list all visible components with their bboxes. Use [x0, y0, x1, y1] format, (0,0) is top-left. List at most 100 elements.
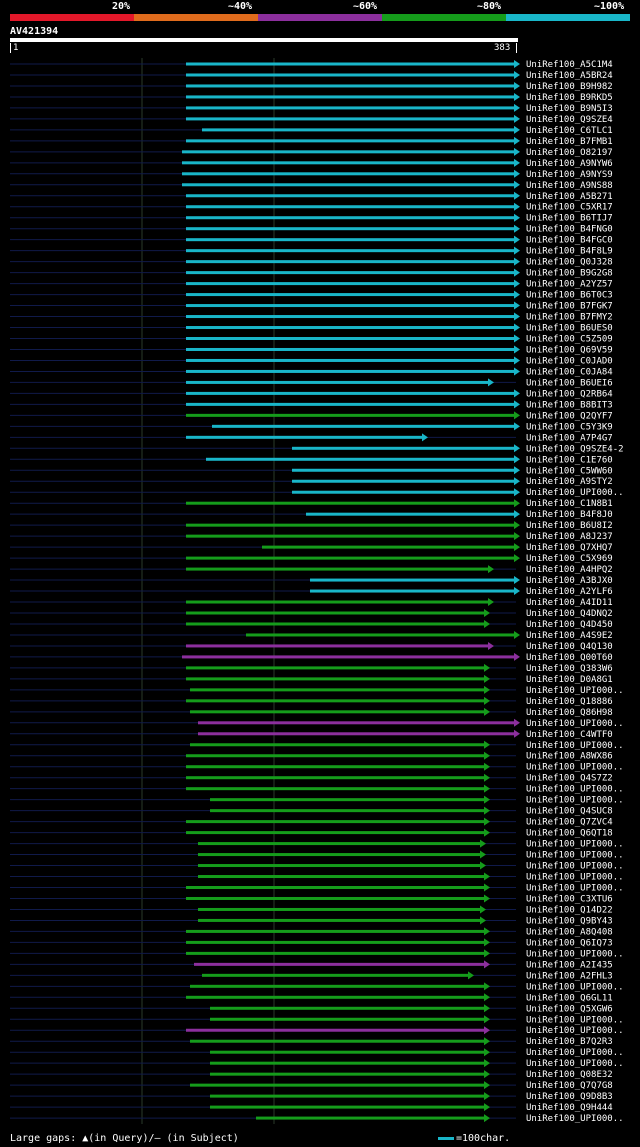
- hit-label: UniRef100_C5Y3K9: [526, 422, 613, 432]
- hit-row: UniRef100_A2FHL3: [10, 971, 613, 981]
- hit-label: UniRef100_Q9SZE4-2: [526, 444, 624, 454]
- hit-row: UniRef100_B6T0C3: [10, 290, 613, 301]
- legend-swatch-60: [258, 14, 382, 21]
- hit-bar: [186, 534, 514, 538]
- hit-arrow: [484, 1026, 490, 1035]
- hit-row: UniRef100_UPI000..: [10, 949, 624, 959]
- hit-row: UniRef100_B7FMY2: [10, 312, 613, 323]
- hit-bar: [210, 798, 484, 802]
- hit-row: UniRef100_Q6QT18: [10, 828, 613, 839]
- hit-bar: [186, 139, 514, 143]
- hit-label: UniRef100_C4WTF0: [526, 730, 613, 740]
- hit-arrow: [514, 455, 520, 464]
- hit-arrow: [514, 630, 520, 639]
- hit-label: UniRef100_A2YLF6: [526, 587, 613, 597]
- hit-bar: [202, 128, 514, 132]
- hit-bar: [190, 743, 484, 747]
- hit-row: UniRef100_A3BJX0: [10, 576, 613, 586]
- hit-label: UniRef100_UPI000..: [526, 763, 624, 773]
- hit-arrow: [422, 433, 428, 442]
- hit-row: UniRef100_B9N5I3: [10, 103, 613, 114]
- hit-bar: [186, 271, 514, 275]
- hit-row: UniRef100_B9G2G8: [10, 268, 613, 279]
- hit-label: UniRef100_Q7Q7G8: [526, 1081, 613, 1091]
- hit-label: UniRef100_UPI000..: [526, 1015, 624, 1025]
- hit-label: UniRef100_Q4D450: [526, 620, 613, 630]
- hit-bar: [186, 831, 484, 835]
- hit-row: UniRef100_Q6IQ73: [10, 938, 613, 948]
- hit-label: UniRef100_A8J237: [526, 532, 613, 542]
- hit-arrow: [514, 235, 520, 244]
- hit-bar: [186, 347, 514, 351]
- hit-label: UniRef100_B7FMB1: [526, 137, 613, 147]
- hit-bar: [186, 260, 514, 264]
- hit-arrow: [514, 499, 520, 508]
- hit-row: UniRef100_C5Z509: [10, 334, 613, 345]
- hit-arrow: [480, 905, 486, 914]
- hit-row: UniRef100_Q69V59: [10, 345, 613, 355]
- hit-label: UniRef100_B9RKD5: [526, 93, 613, 103]
- hit-label: UniRef100_C3XTU6: [526, 894, 613, 904]
- hit-arrow: [514, 488, 520, 497]
- hit-row: UniRef100_B9H982: [10, 81, 613, 92]
- hit-bar: [186, 556, 514, 560]
- hit-row: UniRef100_O82197: [10, 147, 613, 158]
- hit-arrow: [514, 554, 520, 563]
- hit-arrow: [514, 521, 520, 530]
- hit-label: UniRef100_C1E760: [526, 455, 613, 465]
- hit-bar: [210, 1072, 484, 1076]
- hit-label: UniRef100_UPI000..: [526, 785, 624, 795]
- ruler-start-label: 1: [13, 43, 19, 53]
- hit-arrow: [484, 1004, 490, 1013]
- hit-arrow: [484, 927, 490, 936]
- hit-label: UniRef100_Q7XHQ7: [526, 543, 613, 553]
- hit-label: UniRef100_A9NS88: [526, 181, 613, 191]
- hit-label: UniRef100_Q9SZE4: [526, 115, 613, 125]
- legend-swatch-20: [10, 14, 134, 21]
- hit-arrow: [484, 762, 490, 771]
- hit-row: UniRef100_Q5XGW6: [10, 1004, 613, 1014]
- hit-label: UniRef100_Q6QT18: [526, 829, 613, 839]
- hit-bar: [186, 205, 514, 209]
- hit-row: UniRef100_UPI000..: [10, 872, 624, 883]
- hit-label: UniRef100_Q4Q130: [526, 642, 613, 652]
- hit-bar: [186, 940, 484, 944]
- hit-arrow: [514, 334, 520, 343]
- hit-row: UniRef100_B4FNG0: [10, 224, 613, 235]
- hit-arrow: [514, 158, 520, 167]
- hit-bar: [306, 512, 514, 516]
- hit-row: UniRef100_A5C1M4: [10, 60, 613, 70]
- hit-bar: [198, 864, 480, 868]
- hit-bar: [186, 886, 484, 889]
- scale-swatch: [438, 1136, 454, 1140]
- hit-arrow: [514, 323, 520, 332]
- hit-row: UniRef100_C0JAD0: [10, 356, 613, 366]
- hit-arrow: [514, 60, 520, 68]
- hit-row: UniRef100_A2YLF6: [10, 587, 613, 597]
- hit-row: UniRef100_B4FGC0: [10, 235, 613, 246]
- hit-arrow: [514, 279, 520, 288]
- hit-row: UniRef100_C6TLC1: [10, 125, 613, 136]
- hit-bar: [186, 523, 514, 527]
- hit-row: UniRef100_A9NYW6: [10, 158, 613, 169]
- hit-row: UniRef100_B7FMB1: [10, 136, 613, 147]
- hit-arrow: [484, 1092, 490, 1101]
- hit-row: UniRef100_A4HPQ2: [10, 565, 613, 575]
- hit-bar: [186, 216, 514, 220]
- hit-arrow: [484, 1081, 490, 1090]
- hit-bar: [210, 1050, 484, 1054]
- hit-bar: [202, 973, 468, 977]
- hit-bar: [186, 677, 484, 681]
- scale-legend: =100char.: [438, 1133, 510, 1144]
- hit-bar: [310, 578, 514, 582]
- hit-label: UniRef100_B4FGC0: [526, 236, 613, 246]
- hit-arrow: [514, 136, 520, 145]
- hit-bar: [186, 358, 514, 362]
- hit-label: UniRef100_Q9D8B3: [526, 1092, 613, 1102]
- hit-row: UniRef100_C0JA84: [10, 367, 613, 377]
- hit-row: UniRef100_Q4Q130: [10, 641, 613, 652]
- hit-label: UniRef100_Q4S7Z2: [526, 774, 613, 784]
- hit-row: UniRef100_A5B271: [10, 191, 613, 202]
- hit-bar: [198, 842, 480, 846]
- hit-bar: [210, 1094, 484, 1098]
